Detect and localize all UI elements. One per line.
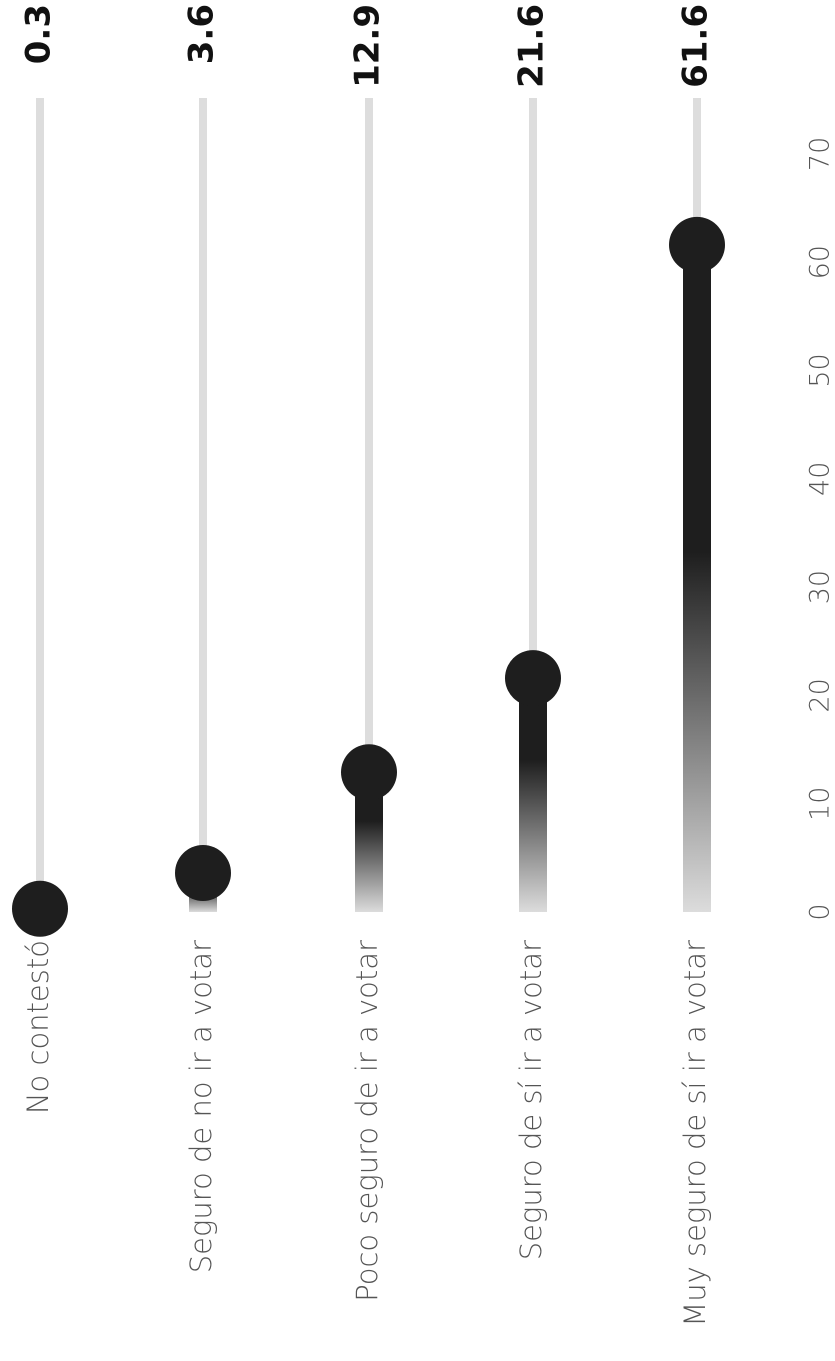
tick-label-50: 50	[805, 353, 835, 387]
track-1	[199, 98, 207, 912]
dot-2	[341, 744, 397, 801]
value-labels-layer: 0.3 3.6 12.9 21.6 61.6	[19, 4, 716, 88]
category-label-3: Seguro de sí ir a votar	[514, 940, 548, 1260]
value-axis: 0 10 20 30 40 50 60 70	[805, 137, 835, 921]
tick-label-70: 70	[805, 137, 835, 171]
dot-4	[669, 216, 725, 273]
tick-label-60: 60	[805, 245, 835, 279]
dot-1	[175, 845, 231, 902]
value-label-4: 61.6	[676, 4, 716, 88]
dots-layer	[12, 216, 725, 937]
bar-3	[519, 678, 547, 912]
track-3	[529, 98, 537, 912]
dot-0	[12, 880, 68, 937]
tick-label-30: 30	[805, 570, 835, 604]
track-2	[365, 98, 373, 912]
value-label-2: 12.9	[348, 4, 388, 88]
category-label-2: Poco seguro de ir a votar	[350, 940, 384, 1302]
value-label-0: 0.3	[19, 4, 59, 64]
category-label-0: No contestó	[21, 940, 55, 1114]
track-0	[36, 98, 44, 912]
value-label-1: 3.6	[182, 4, 222, 64]
category-label-1: Seguro de no ir a votar	[184, 940, 218, 1273]
tick-label-20: 20	[805, 678, 835, 712]
bar-4	[683, 244, 711, 912]
tick-label-40: 40	[805, 462, 835, 496]
category-labels-layer: No contestó Seguro de no ir a votar Poco s…	[21, 940, 712, 1327]
value-label-3: 21.6	[512, 4, 552, 88]
dot-3	[505, 650, 561, 707]
tick-label-0: 0	[805, 903, 835, 920]
category-label-4: Muy seguro de sí ir a votar	[678, 940, 712, 1327]
tick-label-10: 10	[805, 787, 835, 821]
